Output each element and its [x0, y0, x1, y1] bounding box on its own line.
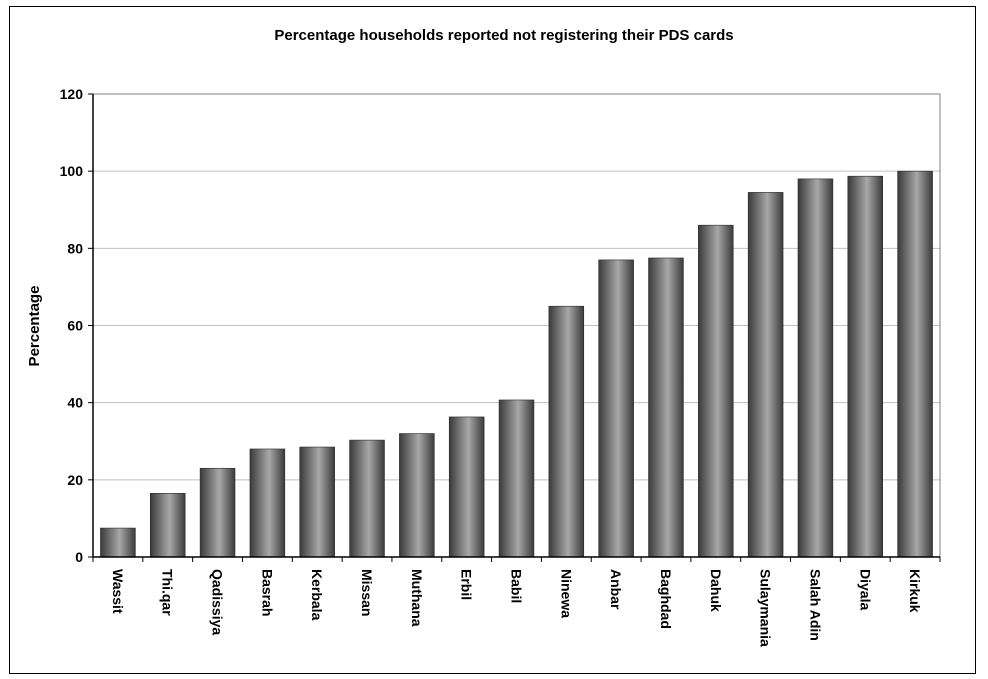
y-tick-label: 60 [67, 318, 83, 334]
y-tick-label: 40 [67, 395, 83, 411]
bar-salah-adin [797, 178, 834, 558]
bar-basrah [249, 448, 286, 558]
x-tick-label: Dahuk [708, 569, 724, 612]
bar-qadissiya [199, 467, 236, 558]
bar-dahuk [698, 224, 734, 558]
x-tick-label: Ninewa [558, 569, 574, 618]
x-tick-label: Muthana [409, 569, 425, 627]
chart-title: Percentage households reported not regis… [274, 27, 733, 44]
x-tick-label: Baghdad [658, 569, 674, 629]
bar-sulaymania [747, 192, 784, 558]
bar-missan [349, 439, 385, 558]
y-axis-label: Percentage [26, 286, 43, 367]
x-tick-label: Salah Adin [807, 569, 823, 641]
bar-baghdad [648, 257, 684, 558]
x-tick-label: Diyala [857, 569, 873, 610]
y-tick-label: 120 [60, 86, 84, 102]
x-tick-label: Babil [509, 569, 525, 603]
x-tick-label: Erbil [459, 569, 475, 600]
y-tick-label: 20 [67, 472, 83, 488]
x-tick-label: Basrah [259, 569, 275, 616]
y-tick-label: 80 [67, 240, 83, 256]
x-tick-label: Sulaymania [758, 569, 774, 647]
bar-anbar [598, 259, 634, 558]
y-tick-label: 0 [75, 549, 83, 565]
x-tick-label: Qadissiya [210, 569, 226, 635]
bar-kirkuk [897, 170, 933, 558]
bar-ninewa [548, 305, 585, 558]
bar-thi-qar [149, 493, 186, 558]
y-tick-label: 100 [60, 163, 84, 179]
x-tick-label: Anbar [608, 569, 624, 610]
bar-wassit [100, 527, 136, 558]
bar-babil [498, 399, 535, 558]
x-tick-label: Kerbala [309, 569, 325, 621]
bar-muthana [399, 433, 435, 558]
bar-kerbala [299, 446, 335, 558]
x-tick-label: Wassit [110, 569, 126, 614]
x-tick-label: Kirkuk [907, 569, 923, 613]
x-tick-label: Thi.qar [160, 569, 176, 616]
bar-diyala [847, 175, 884, 558]
x-tick-label: Missan [359, 569, 375, 616]
bar-erbil [448, 416, 485, 558]
